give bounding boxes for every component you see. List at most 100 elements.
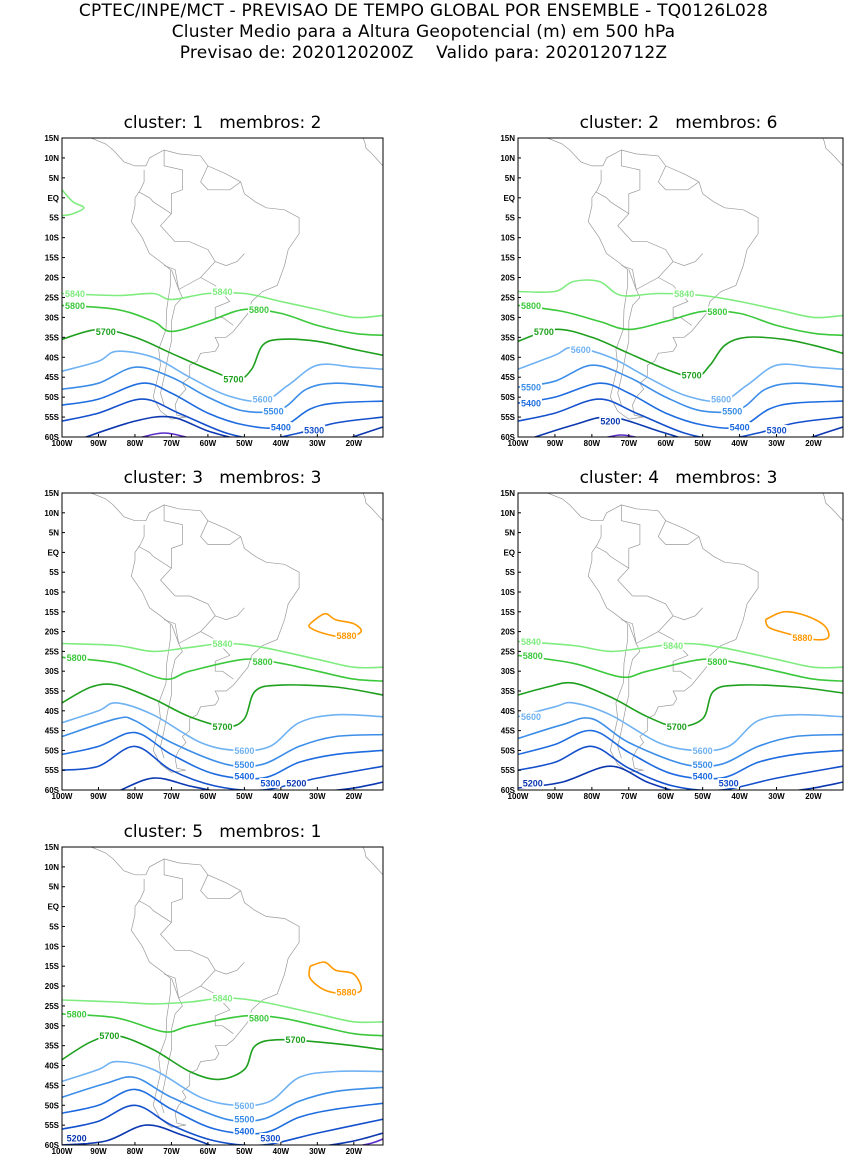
lat-tick-label: 5N <box>49 883 59 892</box>
contour-label: 5840 <box>663 641 683 651</box>
lon-tick-label: 40W <box>273 792 290 801</box>
coastline <box>215 253 245 266</box>
lat-tick-label: EQ <box>503 548 515 557</box>
lon-tick-label: 20W <box>805 792 822 801</box>
contour-5200 <box>518 765 674 790</box>
lon-tick-label: 90W <box>90 792 107 801</box>
coastline <box>595 546 633 597</box>
contour-label: 5700 <box>223 375 243 385</box>
lat-tick-label: 10N <box>500 154 515 163</box>
contour-label: 5300 <box>260 1134 280 1144</box>
lat-tick-label: 50S <box>45 1101 60 1110</box>
contour-5200 <box>83 415 233 437</box>
lat-tick-label: 10N <box>44 509 59 518</box>
coastline <box>621 241 674 291</box>
contour-5880 <box>308 961 363 995</box>
lon-tick-label: 100W <box>52 792 73 801</box>
contour-label: 5880 <box>337 631 357 641</box>
lat-tick-label: 5N <box>49 529 59 538</box>
contour-label: 5500 <box>722 407 742 417</box>
coastline <box>138 546 176 597</box>
contour-5500 <box>518 364 843 414</box>
lat-tick-label: 10S <box>45 588 60 597</box>
contour-label: 5500 <box>521 383 541 393</box>
contour-5800 <box>518 304 843 337</box>
contour-label: 5800 <box>253 657 273 667</box>
coastline <box>621 595 674 645</box>
lon-tick-label: 30W <box>768 439 785 448</box>
lat-tick-label: 15N <box>500 489 515 498</box>
coastline <box>657 165 700 191</box>
lon-tick-label: 90W <box>547 792 564 801</box>
lat-tick-label: 50S <box>501 393 516 402</box>
contour-label: 5700 <box>99 1031 119 1041</box>
lon-tick-label: 80W <box>584 439 601 448</box>
coastline <box>160 623 183 759</box>
contour-5840 <box>518 279 843 319</box>
lat-tick-label: 55S <box>501 413 516 422</box>
lon-tick-label: 70W <box>163 1147 180 1156</box>
coastline <box>621 150 641 214</box>
lat-tick-label: 5S <box>49 922 59 931</box>
panel-5-map: 5880 5840 5800 5800 5700 5700 5600 5500 5400 5300… <box>44 843 384 1156</box>
lat-tick-label: 35S <box>45 1042 60 1051</box>
contour-label: 5800 <box>707 307 727 317</box>
lon-tick-label: 40W <box>731 439 748 448</box>
contour-5100 <box>604 434 639 437</box>
contour-label: 5300 <box>719 779 739 789</box>
coastline <box>215 607 245 621</box>
contour-5200 <box>809 426 843 437</box>
contour-label: 5840 <box>212 287 232 297</box>
coastline <box>595 191 633 242</box>
lon-tick-label: 30W <box>768 792 785 801</box>
contour-label: 5400 <box>730 423 750 433</box>
contour-5300 <box>518 745 843 790</box>
contour-label: 5700 <box>285 1035 305 1045</box>
lat-tick-label: 15N <box>44 843 59 852</box>
coastline <box>547 493 759 773</box>
lat-tick-label: 35S <box>45 687 60 696</box>
contour-5700 <box>518 681 843 728</box>
coastline <box>200 874 241 900</box>
lat-tick-label: 60S <box>45 786 60 795</box>
coastline <box>672 253 703 266</box>
contour-label: 5700 <box>534 327 554 337</box>
lon-tick-label: 40W <box>731 792 748 801</box>
lat-tick-label: 45S <box>45 727 60 736</box>
lat-tick-label: 5N <box>505 174 515 183</box>
lon-tick-label: 50W <box>236 439 253 448</box>
contour-label: 5400 <box>693 772 713 782</box>
coastline <box>91 847 300 1128</box>
lat-tick-label: 35S <box>501 333 516 342</box>
lat-tick-label: 35S <box>45 333 60 342</box>
lon-tick-label: 50W <box>694 439 711 448</box>
contour-label: 5800 <box>67 653 87 663</box>
lon-tick-label: 70W <box>621 439 638 448</box>
coastline <box>91 493 300 773</box>
contour-label: 5800 <box>65 301 85 311</box>
panel-5-title: cluster: 5 membros: 1 <box>123 822 322 842</box>
lat-tick-label: 5N <box>49 174 59 183</box>
contour-5840 <box>62 189 85 217</box>
contour-5300 <box>62 1104 383 1145</box>
lon-tick-label: 90W <box>90 1147 107 1156</box>
contour-5600 <box>518 346 843 403</box>
coastline <box>91 138 300 420</box>
lon-tick-label: 30W <box>309 792 326 801</box>
lon-tick-label: 40W <box>273 439 290 448</box>
lat-tick-label: 20S <box>45 628 60 637</box>
coastline <box>163 949 216 999</box>
coastline <box>657 520 700 545</box>
contour-5200 <box>62 1124 213 1145</box>
panel-3-map: 5880 5840 5800 5800 5700 5600 5500 5400 5300 5200… <box>44 489 384 801</box>
lon-tick-label: 20W <box>346 1147 363 1156</box>
contour-5200 <box>329 781 383 790</box>
coastline <box>617 623 641 759</box>
lat-tick-label: 45S <box>45 373 60 382</box>
panel-2-title: cluster: 2 membros: 6 <box>579 113 778 133</box>
lat-tick-label: 20S <box>45 982 60 991</box>
contour-5800 <box>62 304 383 337</box>
lat-tick-label: 50S <box>45 393 60 402</box>
lat-tick-label: 15S <box>45 254 60 263</box>
contour-5600 <box>62 350 383 403</box>
